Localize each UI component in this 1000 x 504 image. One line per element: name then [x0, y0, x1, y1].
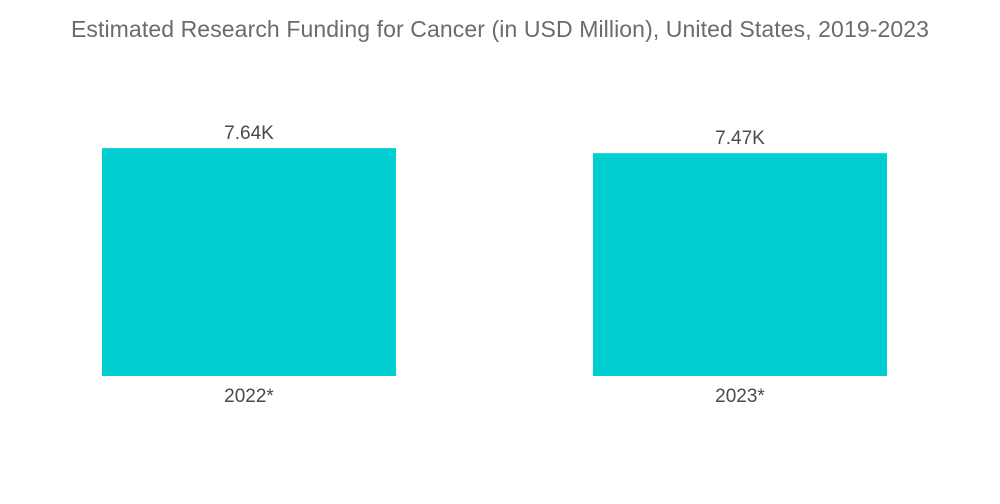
bar-2023: [593, 153, 887, 376]
data-label-2022: 7.64K: [224, 123, 274, 144]
bars-layer: [102, 148, 887, 376]
bar-2022: [102, 148, 396, 376]
x-tick-label-2022: 2022*: [224, 386, 274, 407]
chart-title: Estimated Research Funding for Cancer (i…: [70, 16, 930, 42]
data-label-2023: 7.47K: [715, 128, 765, 149]
data-labels-layer: 7.64K 7.47K: [224, 123, 765, 149]
x-tick-labels-layer: 2022* 2023*: [224, 386, 765, 407]
x-tick-label-2023: 2023*: [715, 386, 765, 407]
